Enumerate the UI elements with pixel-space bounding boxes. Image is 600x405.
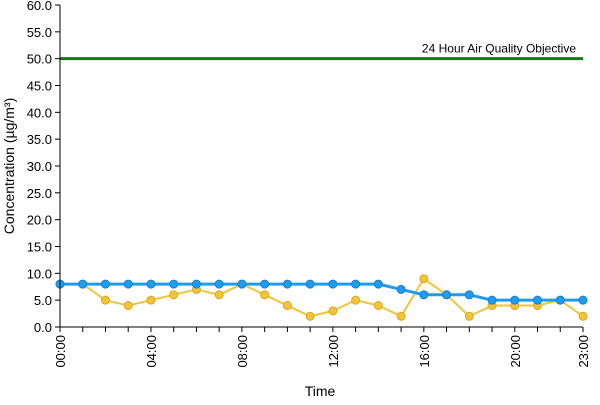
series-1-point [260,290,270,300]
y-tick-label: 0.0 [34,320,52,335]
y-tick-label: 15.0 [27,240,52,255]
series-2-point [464,290,474,300]
reference-line-label: 24 Hour Air Quality Objective [422,42,576,56]
series-2-point [214,279,224,289]
y-tick-label: 25.0 [27,186,52,201]
x-tick-label: 20:00 [508,335,523,368]
series-2-point [510,295,520,305]
x-tick-label: 23:00 [576,335,591,368]
y-tick-label: 40.0 [27,105,52,120]
y-tick-label: 45.0 [27,79,52,94]
series-2-point [146,279,156,289]
y-tick-label: 55.0 [27,25,52,40]
series-2-point [123,279,133,289]
y-tick-label: 5.0 [34,293,52,308]
series-1-point [214,290,224,300]
series-1-point [146,295,156,305]
series-2-point [396,284,406,294]
series-2-point [533,295,543,305]
series-1-point [169,290,179,300]
series-1-point [305,311,315,321]
series-1-point [123,301,133,311]
axes [59,5,583,328]
series-2-line [60,282,583,302]
series-1-point [396,311,406,321]
x-tick-label: 08:00 [235,335,250,368]
y-tick-label: 20.0 [27,213,52,228]
series-2-point [555,295,565,305]
series-2-point [487,295,497,305]
series-2-point [237,279,247,289]
series-2-point [78,279,88,289]
x-tick-label: 04:00 [144,335,159,368]
series-1-point [351,295,361,305]
series-2-point [328,279,338,289]
y-tick-label: 30.0 [27,159,52,174]
series-1-point [328,306,338,316]
y-tick-label: 50.0 [27,52,52,67]
series-group [55,274,588,321]
y-tick-label: 35.0 [27,132,52,147]
series-1-point [419,274,429,284]
series-2-point [305,279,315,289]
x-tick-label: 00:00 [53,335,68,368]
series-1-point [373,301,383,311]
series-1-point [464,311,474,321]
x-axis-title: Time [305,383,336,399]
x-tick-label: 12:00 [326,335,341,368]
y-tick-label: 10.0 [27,266,52,281]
y-tick-label: 60.0 [27,0,52,13]
series-2-point [351,279,361,289]
series-2-point [100,279,110,289]
x-tick-label: 16:00 [417,335,432,368]
series-2-point [442,290,452,300]
series-2-point [191,279,201,289]
series-2-point [260,279,270,289]
series-2-point [169,279,179,289]
reference-line-group: 24 Hour Air Quality Objective [60,42,583,61]
y-axis-ticks: 0.0 5.0 10.0 15.0 20.0 25.0 30.0 35.0 40.0 45.0 50… [27,0,60,335]
series-2-point [419,290,429,300]
series-1-point [282,301,292,311]
series-2-point [373,279,383,289]
series-1-point [578,311,588,321]
y-axis-title: Concentration (µg/m³) [1,98,17,234]
series-2-point [578,295,588,305]
x-axis-ticks: 00:00 04:00 08:00 12:00 16:00 20:00 23:00 [53,327,591,368]
series-2-point [282,279,292,289]
series-1-point [100,295,110,305]
